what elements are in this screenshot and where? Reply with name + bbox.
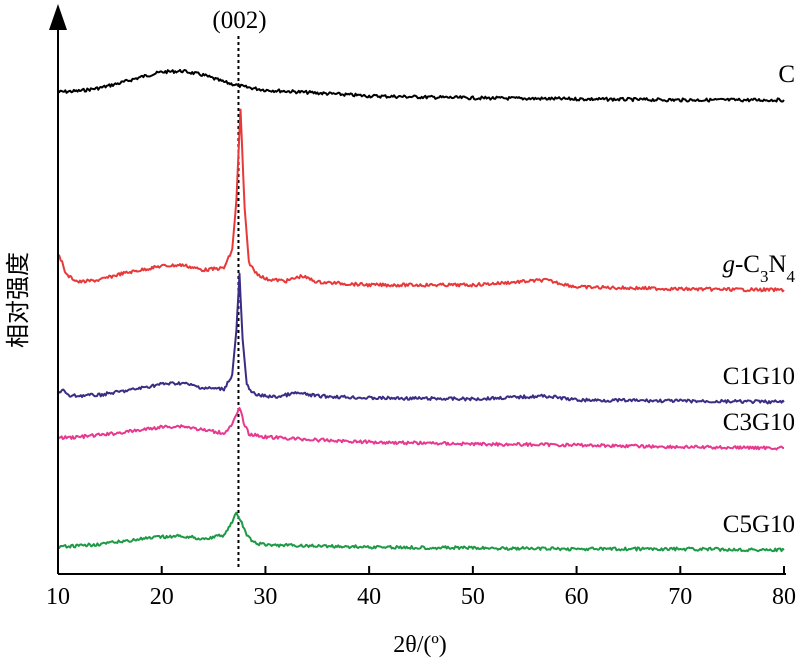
x-axis-title: 2θ/(º) — [393, 632, 447, 658]
series-label-g-c3n4: g-C3N4 — [722, 251, 795, 286]
series-line-c3g10 — [57, 407, 785, 451]
y-axis-title: 相对强度 — [4, 252, 32, 348]
x-tick-label: 50 — [461, 584, 485, 610]
x-tick-label: 10 — [46, 584, 70, 610]
series-layer — [57, 68, 785, 553]
y-axis — [49, 4, 67, 574]
series-label-c: C — [778, 61, 795, 88]
x-tick-label: 80 — [772, 584, 796, 610]
x-tick-label: 20 — [150, 584, 174, 610]
series-line-g-c3n4 — [57, 108, 785, 293]
x-tick-label: 30 — [253, 584, 277, 610]
series-label-layer: Cg-C3N4 C1G10 C3G10 C5G10 — [722, 61, 795, 538]
x-tick-label: 40 — [357, 584, 381, 610]
series-label-c3g10: C3G10 — [723, 409, 795, 436]
series-label-c1g10: C1G10 — [723, 363, 795, 390]
series-line-c5g10 — [57, 511, 785, 553]
x-tick-label: 70 — [668, 584, 692, 610]
x-tick-label: 60 — [565, 584, 589, 610]
peak-annotation-label: (002) — [212, 7, 266, 34]
y-axis-arrow-icon — [49, 4, 67, 30]
series-line-c — [57, 68, 785, 103]
x-axis: 10 20 30 40 50 60 70 80 — [46, 566, 796, 610]
series-line-c1g10 — [57, 272, 785, 405]
series-label-c5g10: C5G10 — [723, 511, 795, 538]
x-ticks: 10 20 30 40 50 60 70 80 — [46, 566, 796, 610]
